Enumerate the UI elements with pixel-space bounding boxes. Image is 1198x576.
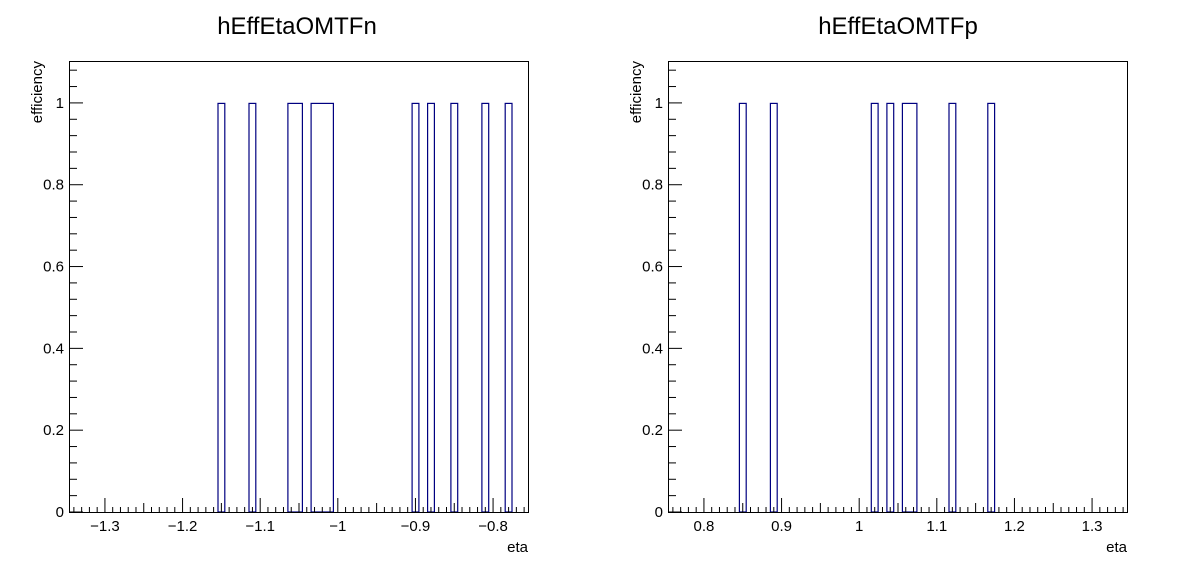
x-tick-label: 0.8 [694,518,715,535]
x-tick-label: −1.1 [245,518,275,535]
histogram-panel-positive: hEffEtaOMTFp 0 0.2 0.4 0.6 0.8 1 0.8 0.9 1 1.1 1.… [599,0,1198,576]
chart-title: hEffEtaOMTFp [818,13,978,40]
y-tick-label: 0 [655,504,663,521]
x-axis-ticks: 0.8 0.9 1 1.1 1.2 1.3 [672,498,1124,535]
x-tick-label: 1.1 [926,518,947,535]
histogram-bin [481,102,490,513]
plot-frame [69,61,529,513]
x-tick-label: 1.3 [1082,518,1103,535]
histogram-bin [217,102,226,513]
histogram-bars [217,102,513,513]
y-tick-label: 0.8 [642,177,663,194]
x-tick-label: 1 [855,518,863,535]
y-tick-label: 0.4 [43,340,64,357]
x-tick-label: −1.2 [168,518,198,535]
y-tick-label: 0.8 [43,177,64,194]
y-axis-ticks: 0 0.2 0.4 0.6 0.8 1 [642,69,682,521]
x-tick-label: −1.3 [90,518,120,535]
histogram-bin [987,102,996,513]
y-tick-label: 0.2 [642,422,663,439]
plot-frame [668,61,1128,513]
chart-title: hEffEtaOMTFn [217,13,377,40]
histogram-canvas-positive: hEffEtaOMTFp 0 0.2 0.4 0.6 0.8 1 0.8 0.9 1 1.1 1.… [628,13,1128,556]
x-tick-label: 0.9 [771,518,792,535]
x-tick-label: 1.2 [1004,518,1025,535]
y-axis-label: efficiency [628,61,645,124]
histogram-bin [769,102,778,513]
y-axis-ticks: 0 0.2 0.4 0.6 0.8 1 [43,69,83,521]
x-axis-label: eta [1106,539,1128,556]
y-tick-label: 1 [655,95,663,112]
histogram-bars [738,102,996,513]
histogram-bin [886,102,895,513]
histogram-bin [901,102,918,513]
histogram-bin [287,102,303,513]
y-tick-label: 0.6 [642,259,663,276]
y-tick-label: 0.2 [43,422,64,439]
histogram-bin [427,102,436,513]
histogram-bin [948,102,957,513]
y-axis-label: efficiency [29,61,46,124]
histogram-bin [248,102,257,513]
x-tick-label: −0.8 [478,518,508,535]
histogram-bin [450,102,459,513]
histogram-bin [738,102,747,513]
histogram-bin [310,102,335,513]
x-tick-label: −0.9 [401,518,431,535]
histogram-bin [411,102,420,513]
y-tick-label: 0 [56,504,64,521]
y-tick-label: 0.4 [642,340,663,357]
y-tick-label: 0.6 [43,259,64,276]
histogram-bin [870,102,879,513]
x-axis-label: eta [507,539,529,556]
histogram-panel-negative: hEffEtaOMTFn 0 0.2 0.4 0.6 0.8 1 −1.3 −1.2 −1.1… [29,13,529,556]
x-axis-ticks: −1.3 −1.2 −1.1 −1 −0.9 −0.8 [73,498,525,535]
y-tick-label: 1 [56,95,64,112]
histogram-canvas-negative: hEffEtaOMTFn 0 0.2 0.4 0.6 0.8 1 −1.3 −1.2 −1.1… [29,13,529,556]
histogram-bin [504,102,513,513]
x-tick-label: −1 [329,518,346,535]
